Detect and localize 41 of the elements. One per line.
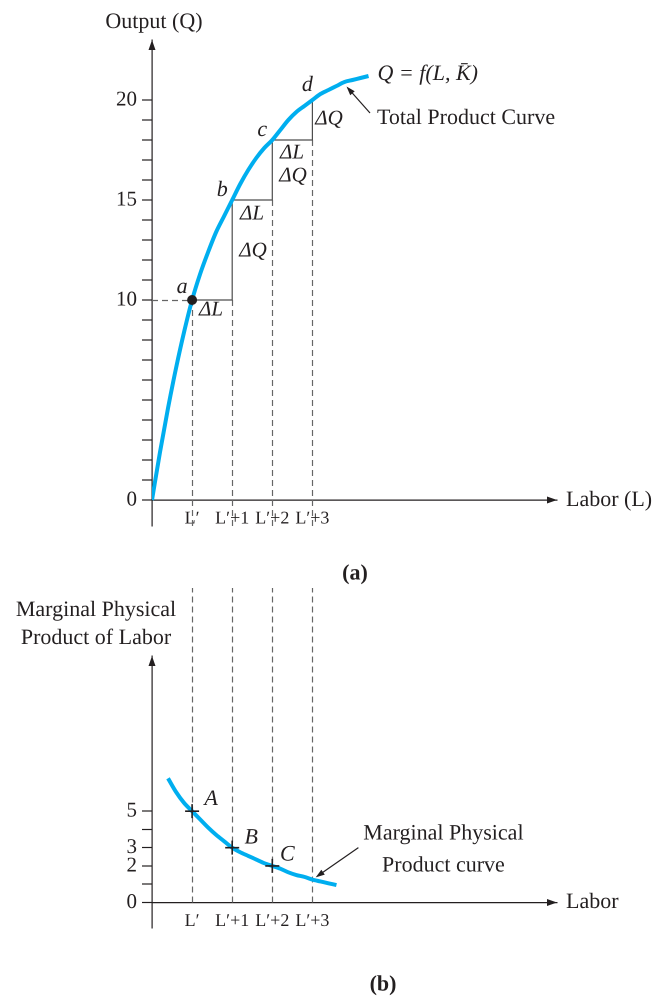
y-tick-label: 0	[126, 486, 137, 511]
annotation: a	[176, 272, 188, 298]
annotation: ΔQ	[314, 106, 343, 130]
text: (b)	[370, 970, 396, 996]
annotation: ΔL	[238, 200, 264, 225]
annotation: B	[244, 823, 258, 848]
point	[224, 840, 240, 856]
x-tick-label: L′+1	[215, 508, 250, 528]
line-series	[152, 74, 371, 502]
annotation: ΔQ	[278, 162, 307, 187]
annotation: Total Product Curve	[377, 104, 556, 129]
y-tick-label: 20	[116, 86, 137, 111]
annotation: ΔL	[278, 140, 304, 164]
annotation: A	[202, 784, 218, 810]
point	[264, 858, 280, 874]
x-tick-label: L′+2	[255, 910, 290, 930]
x-tick-label: L′+2	[255, 508, 290, 528]
x-tick-label: L′	[184, 910, 200, 930]
annotation: d	[302, 70, 314, 96]
x-tick-label: L′+1	[215, 910, 250, 930]
annotation: C	[280, 840, 295, 866]
y-tick-label: 5	[126, 798, 137, 822]
text: (a)	[342, 560, 368, 585]
series-label: Q = f(L, K̄)	[378, 60, 478, 85]
y-axis-title: Marginal Physical Product of Labor	[16, 596, 176, 649]
x-tick-label: L′+3	[295, 508, 330, 528]
y-axis-title: Output (Q)	[105, 8, 203, 33]
annotation: Marginal Physical Product curve	[363, 819, 524, 876]
x-axis-title: Labor (L)	[566, 486, 652, 511]
x-axis-title: Labor	[566, 888, 620, 914]
point	[184, 803, 200, 819]
y-tick-label: 10	[116, 286, 137, 311]
annotation: ΔL	[198, 296, 224, 321]
annotation: b	[216, 176, 228, 201]
annotation: c	[257, 116, 268, 141]
x-tick-label: L′+3	[295, 910, 330, 930]
x-tick-label: L′	[184, 508, 200, 528]
line-series	[166, 776, 338, 888]
y-tick-label: 15	[116, 186, 137, 211]
y-tick-label: 0	[126, 888, 137, 913]
annotation: ΔQ	[238, 238, 267, 262]
